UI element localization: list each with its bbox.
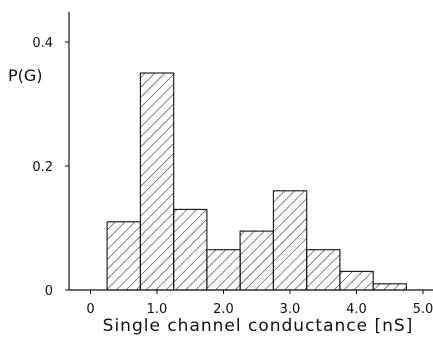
y-tick-label: 0 — [45, 284, 53, 299]
histogram-bar-9 — [372, 283, 407, 291]
histogram-bar-1 — [106, 221, 141, 291]
y-axis-ticks: 0 0.2 0.4 — [32, 36, 69, 299]
histogram-bar-8 — [339, 270, 374, 291]
histogram-bar-4 — [206, 249, 241, 291]
x-axis-ticks: 0 1.0 2.0 3.0 4.0 5.0 — [86, 290, 433, 317]
histogram-bar-6 — [272, 190, 308, 291]
y-axis-label: P(G) — [8, 66, 43, 85]
histogram-bar-3 — [173, 208, 208, 291]
x-axis-label: Single channel conductance [nS] — [103, 316, 414, 336]
y-tick-label: 0.4 — [32, 36, 53, 51]
histogram-bar-7 — [306, 249, 341, 291]
x-tick-label: 5.0 — [413, 302, 433, 317]
y-tick-label: 0.2 — [32, 160, 53, 175]
bars-layer — [106, 72, 407, 291]
x-tick-label: 2.0 — [213, 302, 234, 317]
histogram-bar-2 — [139, 72, 175, 291]
x-tick-label: 4.0 — [346, 302, 367, 317]
x-tick-label: 1.0 — [147, 302, 168, 317]
x-tick-label: 0 — [86, 302, 94, 317]
x-tick-label: 3.0 — [280, 302, 301, 317]
histogram-bar-5 — [239, 230, 274, 291]
